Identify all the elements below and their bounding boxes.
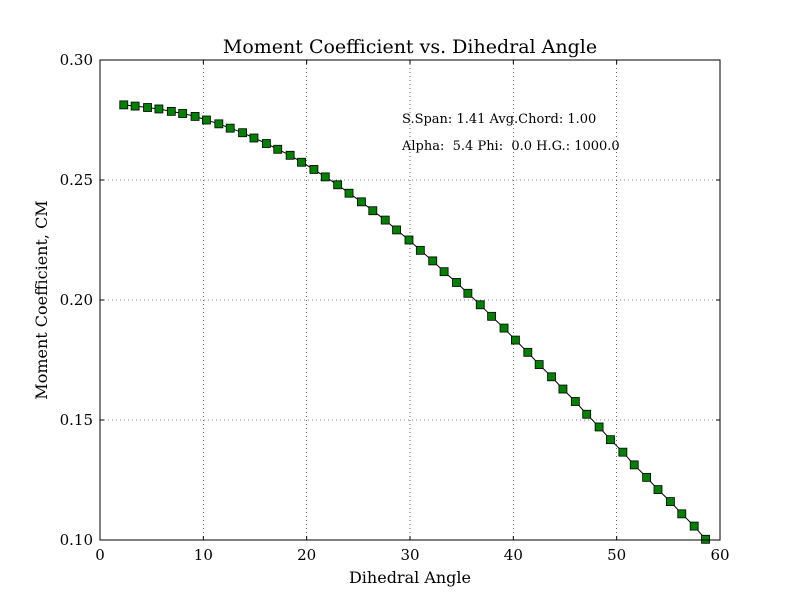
x-tick-label: 50 bbox=[607, 546, 626, 564]
data-point bbox=[154, 104, 164, 114]
data-point bbox=[487, 311, 497, 321]
data-point bbox=[452, 278, 461, 287]
x-tick-label: 40 bbox=[504, 546, 523, 564]
data-point bbox=[297, 157, 306, 167]
data-point bbox=[202, 115, 211, 125]
y-tick-label: 0.30 bbox=[60, 51, 93, 69]
data-point bbox=[594, 422, 604, 432]
data-point bbox=[642, 472, 652, 482]
data-point bbox=[677, 509, 687, 519]
x-tick-label: 30 bbox=[400, 546, 419, 564]
data-point bbox=[582, 409, 592, 419]
data-point bbox=[309, 165, 319, 174]
data-point bbox=[439, 267, 449, 277]
data-point bbox=[534, 360, 544, 369]
chart-title: Moment Coefficient vs. Dihedral Angle bbox=[223, 36, 597, 58]
data-point bbox=[618, 447, 628, 457]
data-point bbox=[249, 133, 259, 143]
y-tick-label: 0.20 bbox=[60, 291, 93, 309]
data-point bbox=[285, 150, 295, 160]
data-point bbox=[225, 123, 235, 133]
data-series bbox=[119, 100, 710, 544]
data-point bbox=[119, 100, 129, 110]
annotation-alpha-phi: Alpha: 5.4 Phi: 0.0 H.G.: 1000.0 bbox=[401, 139, 620, 154]
data-point bbox=[380, 215, 390, 225]
data-point bbox=[629, 460, 639, 470]
y-tick-label: 0.25 bbox=[60, 171, 93, 189]
data-point bbox=[666, 497, 675, 507]
x-tick-label: 10 bbox=[194, 546, 213, 564]
x-axis-label: Dihedral Angle bbox=[349, 568, 471, 587]
data-point bbox=[166, 106, 176, 116]
data-point bbox=[510, 335, 520, 345]
data-point bbox=[261, 139, 271, 148]
data-point bbox=[606, 435, 615, 445]
y-axis-label: Moment Coefficient, CM bbox=[32, 200, 51, 399]
data-point bbox=[499, 323, 509, 333]
grid bbox=[100, 60, 720, 540]
data-point bbox=[415, 245, 425, 255]
data-point bbox=[428, 256, 438, 266]
data-point bbox=[558, 384, 568, 394]
data-point bbox=[178, 109, 188, 118]
x-tick-label: 0 bbox=[95, 546, 105, 564]
data-point bbox=[190, 112, 200, 121]
data-point bbox=[570, 397, 580, 406]
annotation-span-chord: S.Span: 1.41 Avg.Chord: 1.00 bbox=[402, 112, 596, 127]
data-point bbox=[368, 206, 378, 216]
data-point bbox=[653, 485, 663, 495]
x-tick-label: 60 bbox=[710, 546, 729, 564]
axis-ticks: 0 10 20 30 40 50 60 0.10 0.15 0.20 0.25 0.30 bbox=[60, 51, 730, 564]
data-point bbox=[214, 119, 224, 129]
data-point bbox=[392, 225, 401, 235]
data-point bbox=[357, 197, 366, 207]
y-tick-label: 0.10 bbox=[60, 531, 93, 549]
data-point bbox=[547, 372, 556, 382]
data-point bbox=[701, 534, 710, 544]
data-point bbox=[273, 144, 283, 154]
data-point bbox=[463, 288, 473, 298]
y-tick-label: 0.15 bbox=[60, 411, 93, 429]
data-point bbox=[320, 172, 330, 182]
data-point bbox=[333, 180, 343, 190]
data-point bbox=[475, 300, 485, 310]
x-tick-label: 20 bbox=[297, 546, 316, 564]
data-point bbox=[404, 235, 414, 245]
data-point bbox=[344, 188, 354, 198]
data-point bbox=[523, 347, 533, 357]
data-point bbox=[689, 521, 699, 531]
data-point bbox=[238, 128, 248, 138]
data-point bbox=[130, 101, 140, 111]
data-point bbox=[143, 103, 152, 112]
